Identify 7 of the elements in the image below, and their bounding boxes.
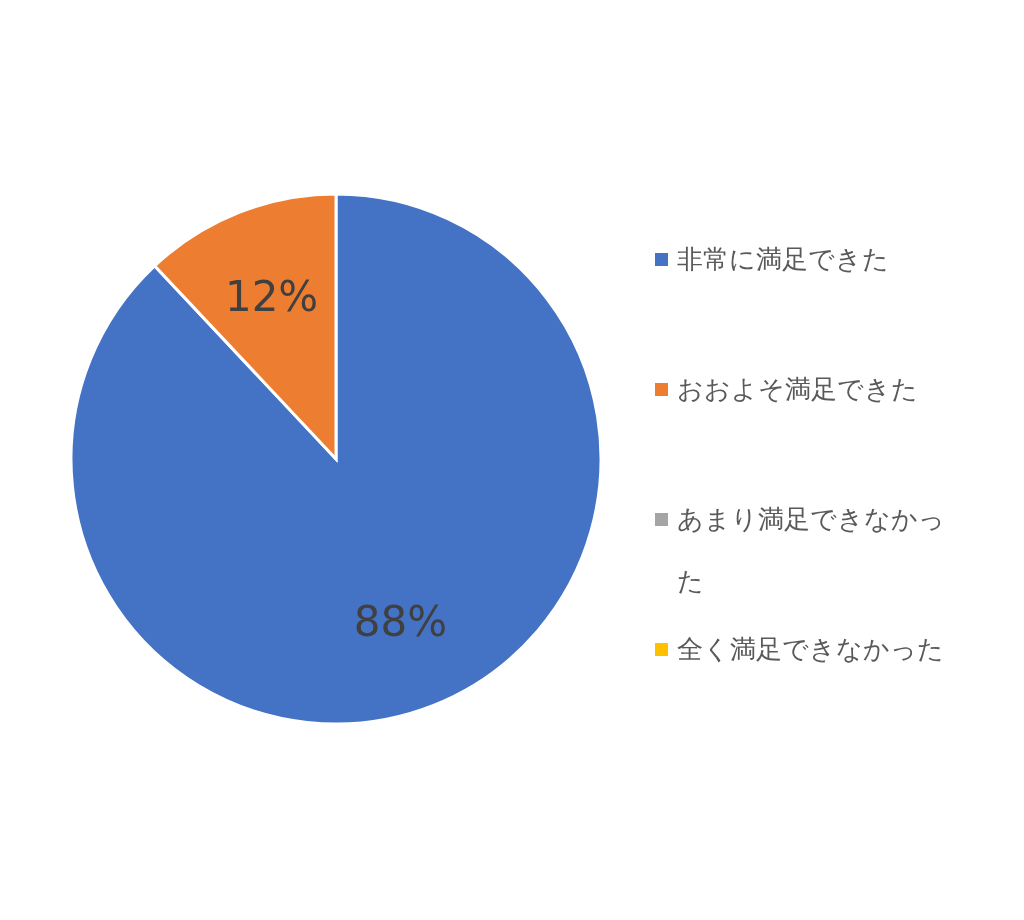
data-label: 12% bbox=[224, 271, 319, 321]
pie-slice bbox=[69, 192, 603, 726]
legend-label: 全く満足できなかった bbox=[677, 633, 945, 666]
legend-label: 非常に満足できた bbox=[677, 243, 890, 276]
category-label: あまり満足できなかった bbox=[677, 504, 945, 596]
data-label: 88% bbox=[353, 597, 448, 647]
legend-label: おおよそ満足できた bbox=[677, 373, 919, 406]
